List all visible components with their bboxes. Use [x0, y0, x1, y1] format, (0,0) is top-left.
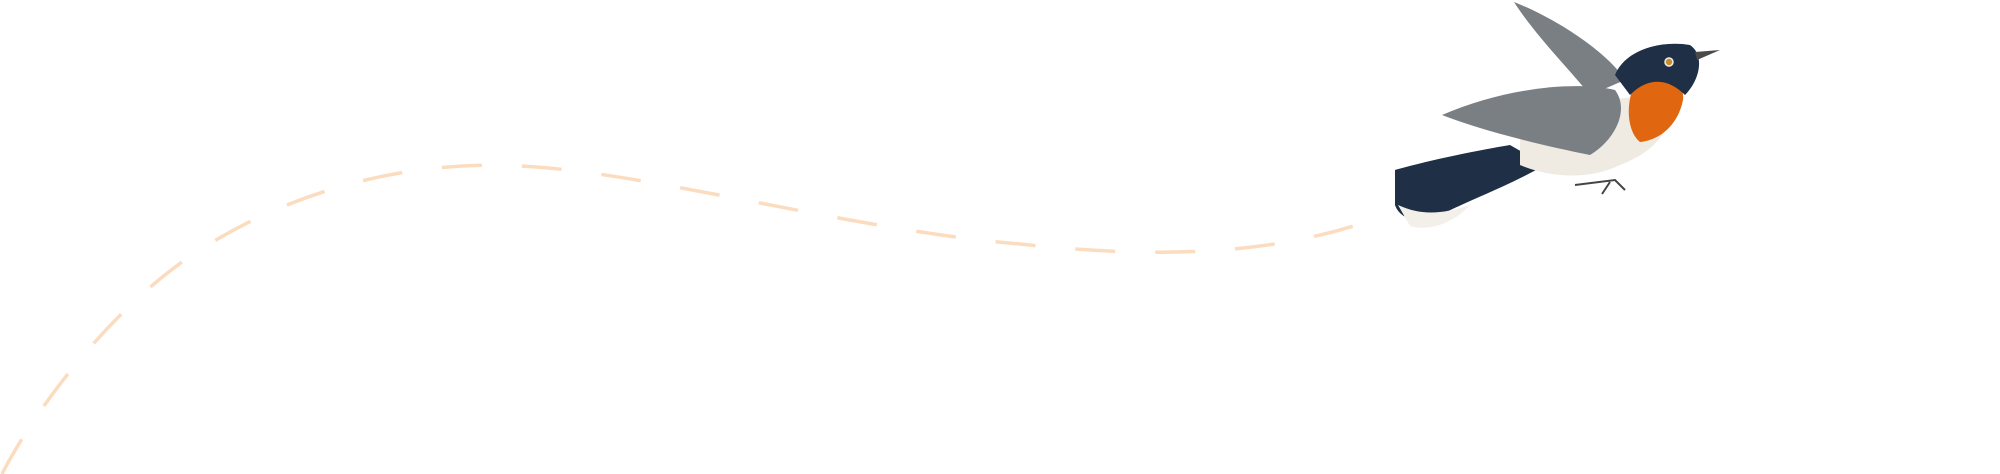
bird-head	[1615, 43, 1700, 95]
bird-beak	[1695, 50, 1720, 60]
bird-illustration	[1395, 2, 1720, 228]
bird-eye	[1664, 57, 1674, 67]
bird-upper-wing	[1514, 2, 1625, 95]
flight-path	[0, 163, 1361, 474]
bird-tail-tips	[1398, 205, 1470, 228]
bird-feet	[1574, 178, 1626, 195]
bird-front-wing	[1442, 86, 1621, 155]
bird-tail	[1395, 145, 1545, 221]
bird-throat	[1628, 73, 1684, 142]
